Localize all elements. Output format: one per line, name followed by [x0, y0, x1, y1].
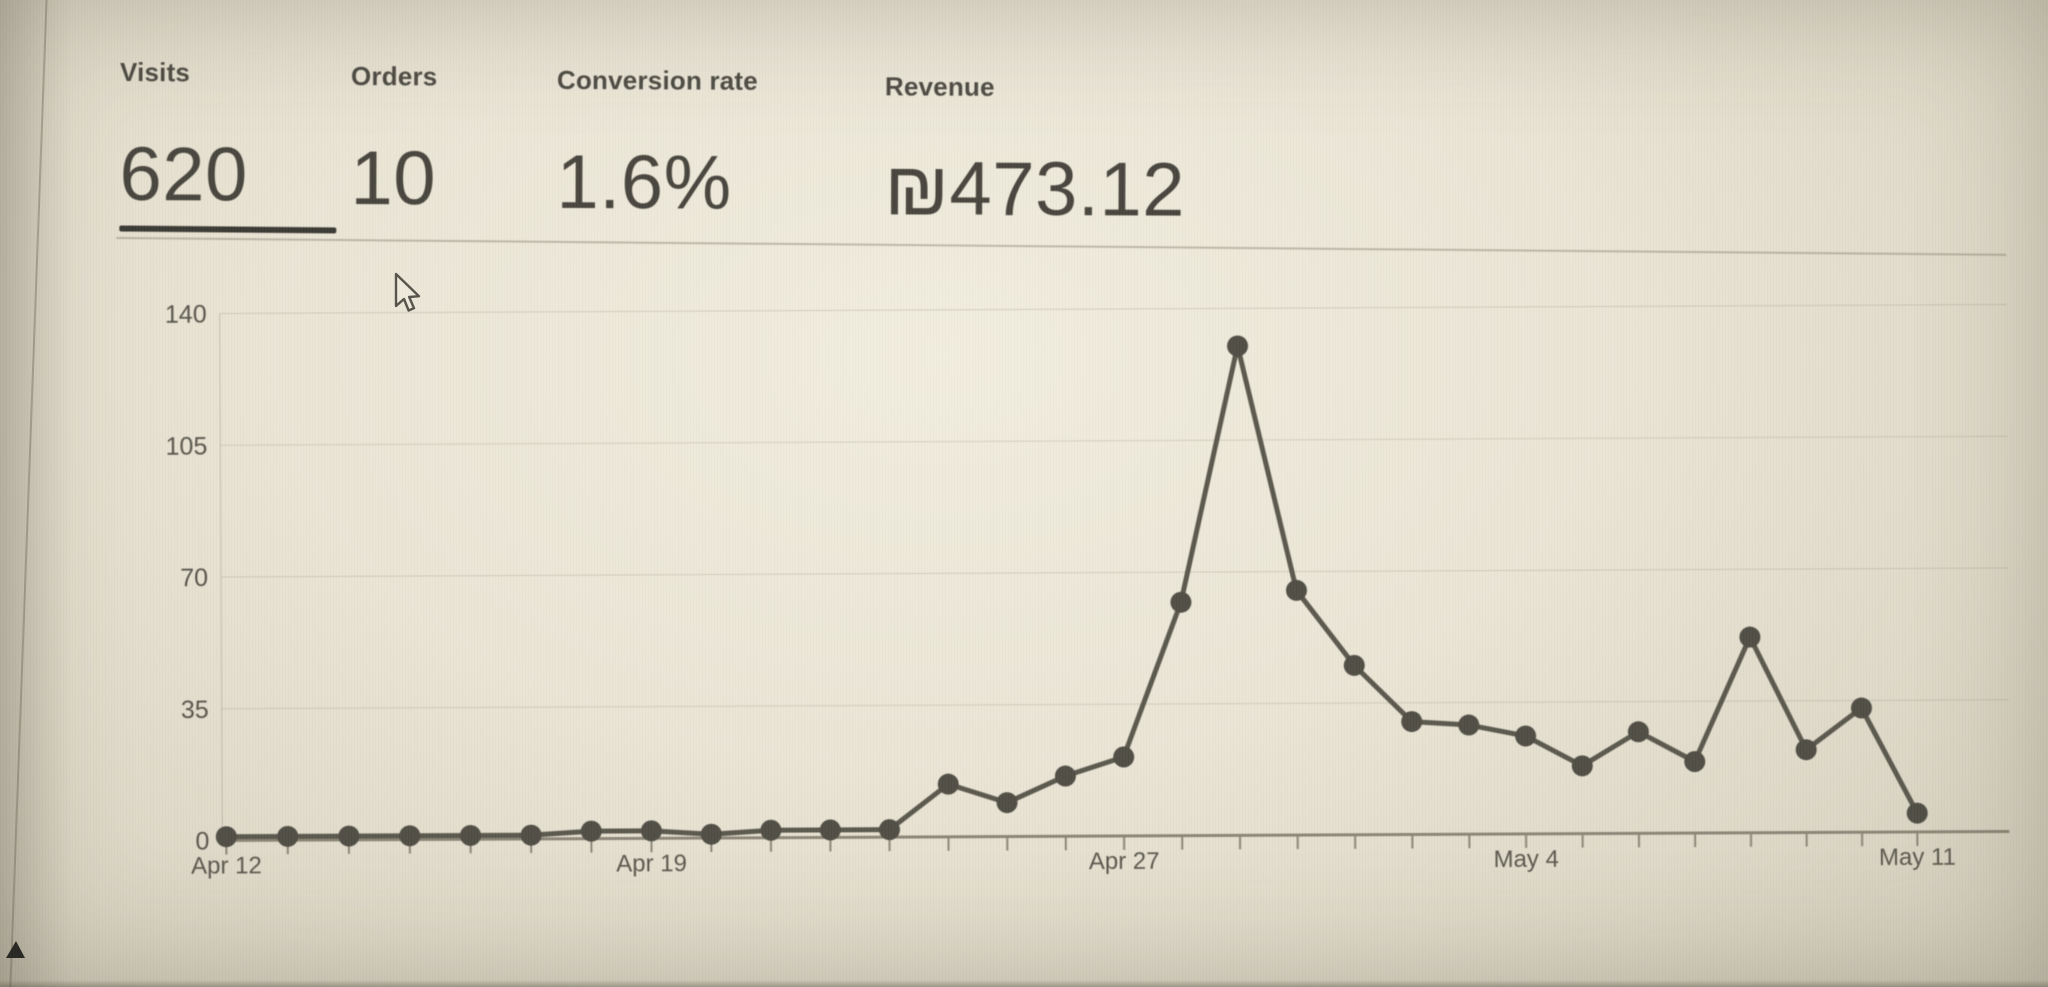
data-point-apr-28[interactable]: [1170, 591, 1192, 613]
data-point-apr-20[interactable]: [700, 823, 722, 845]
data-point-may-10[interactable]: [1850, 697, 1872, 719]
photo-bottom-edge: [0, 980, 2048, 987]
data-point-apr-14[interactable]: [338, 825, 360, 847]
data-point-apr-16[interactable]: [460, 824, 482, 846]
data-point-apr-22[interactable]: [819, 819, 841, 841]
data-point-apr-19[interactable]: [640, 820, 662, 842]
data-point-apr-21[interactable]: [760, 819, 782, 841]
svg-text:May 11: May 11: [1879, 844, 1956, 871]
corner-triangle-icon: [6, 941, 25, 958]
data-point-apr-17[interactable]: [520, 824, 542, 846]
svg-text:35: 35: [181, 696, 209, 724]
data-point-may-1[interactable]: [1343, 654, 1365, 676]
data-point-apr-18[interactable]: [580, 820, 602, 842]
data-point-may-8[interactable]: [1739, 626, 1761, 648]
svg-text:Apr 12: Apr 12: [191, 852, 262, 879]
data-point-may-4[interactable]: [1515, 725, 1537, 747]
svg-text:70: 70: [180, 564, 208, 592]
left-shade: [0, 0, 72, 987]
data-point-apr-25[interactable]: [996, 792, 1018, 814]
data-point-may-7[interactable]: [1684, 751, 1706, 773]
data-point-may-5[interactable]: [1571, 755, 1593, 777]
svg-text:Apr 27: Apr 27: [1089, 848, 1160, 875]
data-point-apr-13[interactable]: [277, 825, 299, 847]
data-point-apr-23[interactable]: [878, 819, 900, 841]
data-point-apr-26[interactable]: [1054, 765, 1076, 787]
mouse-cursor-icon: [394, 272, 421, 312]
data-point-apr-30[interactable]: [1285, 579, 1307, 601]
data-point-may-9[interactable]: [1795, 739, 1817, 761]
data-point-apr-29[interactable]: [1227, 335, 1249, 357]
data-point-may-3[interactable]: [1458, 714, 1480, 736]
data-point-may-11[interactable]: [1906, 802, 1928, 824]
data-point-apr-24[interactable]: [937, 773, 959, 795]
data-point-apr-12[interactable]: [215, 826, 237, 848]
data-point-may-6[interactable]: [1627, 721, 1649, 743]
svg-text:May 4: May 4: [1493, 846, 1558, 873]
data-point-apr-27[interactable]: [1113, 746, 1135, 768]
data-point-may-2[interactable]: [1401, 711, 1423, 733]
data-point-apr-15[interactable]: [399, 825, 421, 847]
svg-text:0: 0: [195, 828, 209, 856]
svg-text:140: 140: [165, 301, 207, 329]
svg-text:Apr 19: Apr 19: [616, 850, 687, 877]
svg-text:105: 105: [166, 432, 208, 460]
